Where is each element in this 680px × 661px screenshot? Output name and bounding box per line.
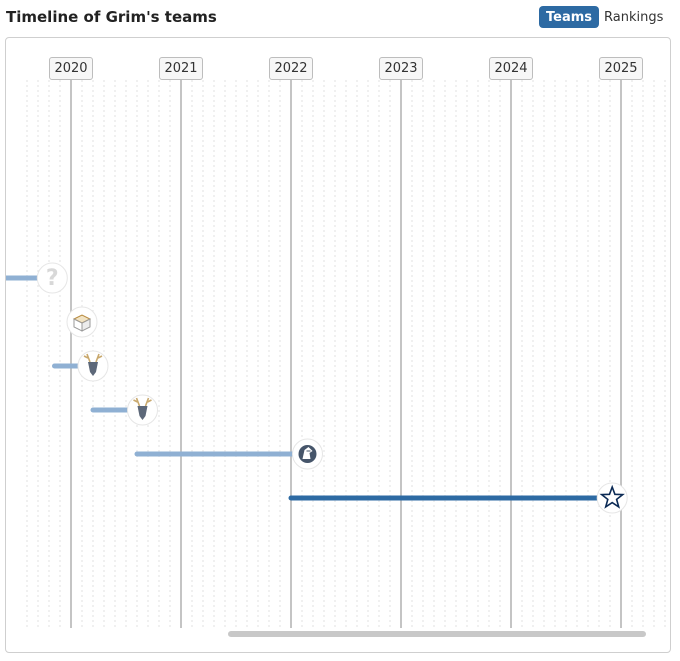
- team-stint-row[interactable]: [90, 394, 158, 426]
- team-stint-row[interactable]: [66, 306, 98, 338]
- svg-text:?: ?: [46, 266, 59, 291]
- package-box-icon[interactable]: [66, 306, 98, 338]
- year-label-2020: 2020: [49, 57, 93, 80]
- year-label-2023: 2023: [379, 57, 423, 80]
- deer-head-icon[interactable]: [77, 350, 109, 382]
- year-label-2025: 2025: [599, 57, 643, 80]
- page-title: Timeline of Grim's teams: [6, 8, 217, 26]
- liquid-horse-icon[interactable]: [292, 438, 323, 470]
- deer-head-icon[interactable]: [127, 394, 158, 426]
- team-stint-row[interactable]: [52, 350, 109, 382]
- year-label-2024: 2024: [489, 57, 533, 80]
- year-label-2021: 2021: [159, 57, 203, 80]
- unknown-team-icon[interactable]: ?: [36, 262, 68, 294]
- star-icon[interactable]: [596, 482, 628, 514]
- team-stint-row[interactable]: [288, 482, 628, 514]
- year-label-2022: 2022: [269, 57, 313, 80]
- timeline-chart: ?: [6, 80, 666, 628]
- team-stint-row[interactable]: [134, 438, 323, 470]
- teams-toggle-button[interactable]: Teams: [539, 6, 599, 28]
- team-stint-row[interactable]: ?: [6, 262, 68, 294]
- horizontal-scrollbar[interactable]: [228, 631, 646, 637]
- timeline-panel: ? 2020 2021 2022 2023 2024 2025: [5, 37, 671, 653]
- rankings-toggle-button[interactable]: Rankings: [604, 6, 663, 28]
